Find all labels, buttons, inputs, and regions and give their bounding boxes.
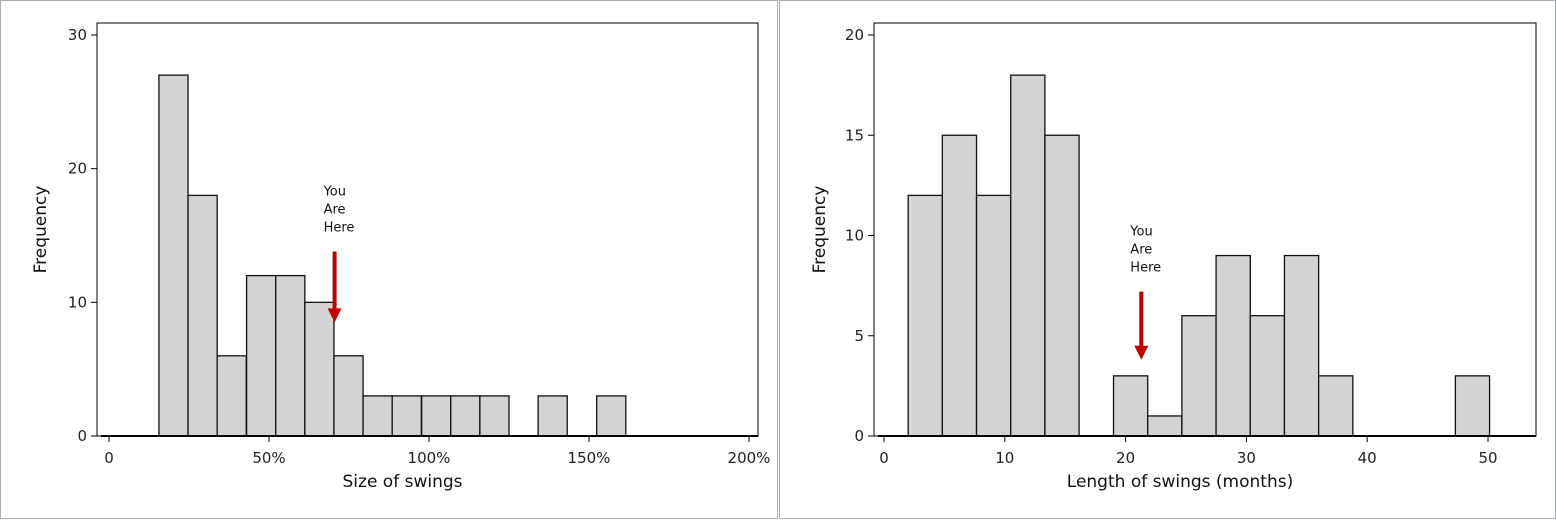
histogram-bar — [216, 355, 247, 437]
y-tick-label: 5 — [854, 327, 864, 345]
annotation-text: Are — [324, 203, 346, 218]
histogram-bar — [1147, 415, 1183, 437]
x-tick-label: 30 — [1237, 449, 1256, 467]
annotation-arrow-head — [1134, 345, 1149, 360]
annotation-text: You — [323, 185, 346, 200]
chart-panel-size-of-swings: 0 10 20 30 0 50% 100% 150% 200% Size of swings Fre… — [0, 0, 778, 519]
histogram-bar — [1010, 74, 1046, 437]
x-tick-label: 20 — [1116, 449, 1135, 467]
y-tick-label: 20 — [845, 26, 864, 44]
x-tick-label: 10 — [995, 449, 1014, 467]
histogram-bar — [596, 395, 627, 437]
histogram-bar — [975, 194, 1012, 437]
histogram-bar — [158, 74, 189, 437]
x-axis-title: Size of swings — [343, 472, 463, 492]
x-tick-label: 100% — [408, 449, 451, 467]
histogram-bar — [187, 194, 218, 437]
annotation-arrow-head — [327, 308, 342, 323]
annotation-text: Here — [1130, 261, 1161, 276]
histogram-bar — [1044, 134, 1080, 437]
y-tick-label: 0 — [77, 427, 87, 445]
y-tick-label: 30 — [68, 26, 87, 44]
histogram-bar — [1215, 254, 1251, 437]
histogram-bar — [420, 395, 452, 437]
histogram-bar — [391, 395, 422, 437]
y-axis-title: Frequency — [31, 186, 51, 274]
histogram-bar — [1283, 254, 1320, 437]
x-tick-label: 50 — [1478, 449, 1497, 467]
annotation-text: Here — [324, 221, 355, 236]
y-tick-label: 15 — [845, 126, 864, 144]
x-tick-label: 150% — [568, 449, 611, 467]
histogram-bar — [362, 395, 393, 437]
y-tick-label: 0 — [854, 427, 864, 445]
histogram-bar — [907, 194, 943, 437]
histogram-bar — [245, 274, 277, 437]
chart-svg: 0 10 20 30 0 50% 100% 150% 200% Size of swings Fre… — [31, 22, 771, 492]
x-tick-label: 0 — [104, 449, 114, 467]
histogram-bar — [1249, 315, 1286, 437]
histogram-bar — [275, 274, 306, 437]
x-tick-label: 200% — [728, 449, 771, 467]
histogram-bar — [1317, 375, 1354, 437]
histogram-bar — [450, 395, 481, 437]
y-tick-label: 20 — [68, 160, 87, 178]
annotation-text: You — [1129, 225, 1152, 240]
x-tick-label: 40 — [1358, 449, 1377, 467]
histogram-bar — [304, 301, 335, 437]
x-axis-title: Length of swings (months) — [1067, 472, 1293, 492]
x-tick-label: 50% — [252, 449, 285, 467]
histogram-bar — [1454, 375, 1491, 437]
y-tick-label: 10 — [68, 293, 87, 311]
histogram-bar — [333, 355, 364, 437]
y-axis-title: Frequency — [810, 186, 830, 274]
annotation-text: Are — [1130, 243, 1152, 258]
histogram-bar — [941, 134, 978, 437]
y-tick-label: 10 — [845, 227, 864, 245]
histogram-bar — [537, 395, 568, 437]
histogram-bar — [479, 395, 510, 437]
x-tick-label: 0 — [879, 449, 889, 467]
chart-panel-length-of-swings: 0 5 10 15 20 0 10 20 30 40 50 Length of swings (mon… — [779, 0, 1556, 519]
histogram-bar — [1112, 375, 1149, 437]
histogram-bar — [1181, 315, 1217, 437]
chart-svg: 0 5 10 15 20 0 10 20 30 40 50 Length of swings (mon… — [810, 22, 1537, 492]
